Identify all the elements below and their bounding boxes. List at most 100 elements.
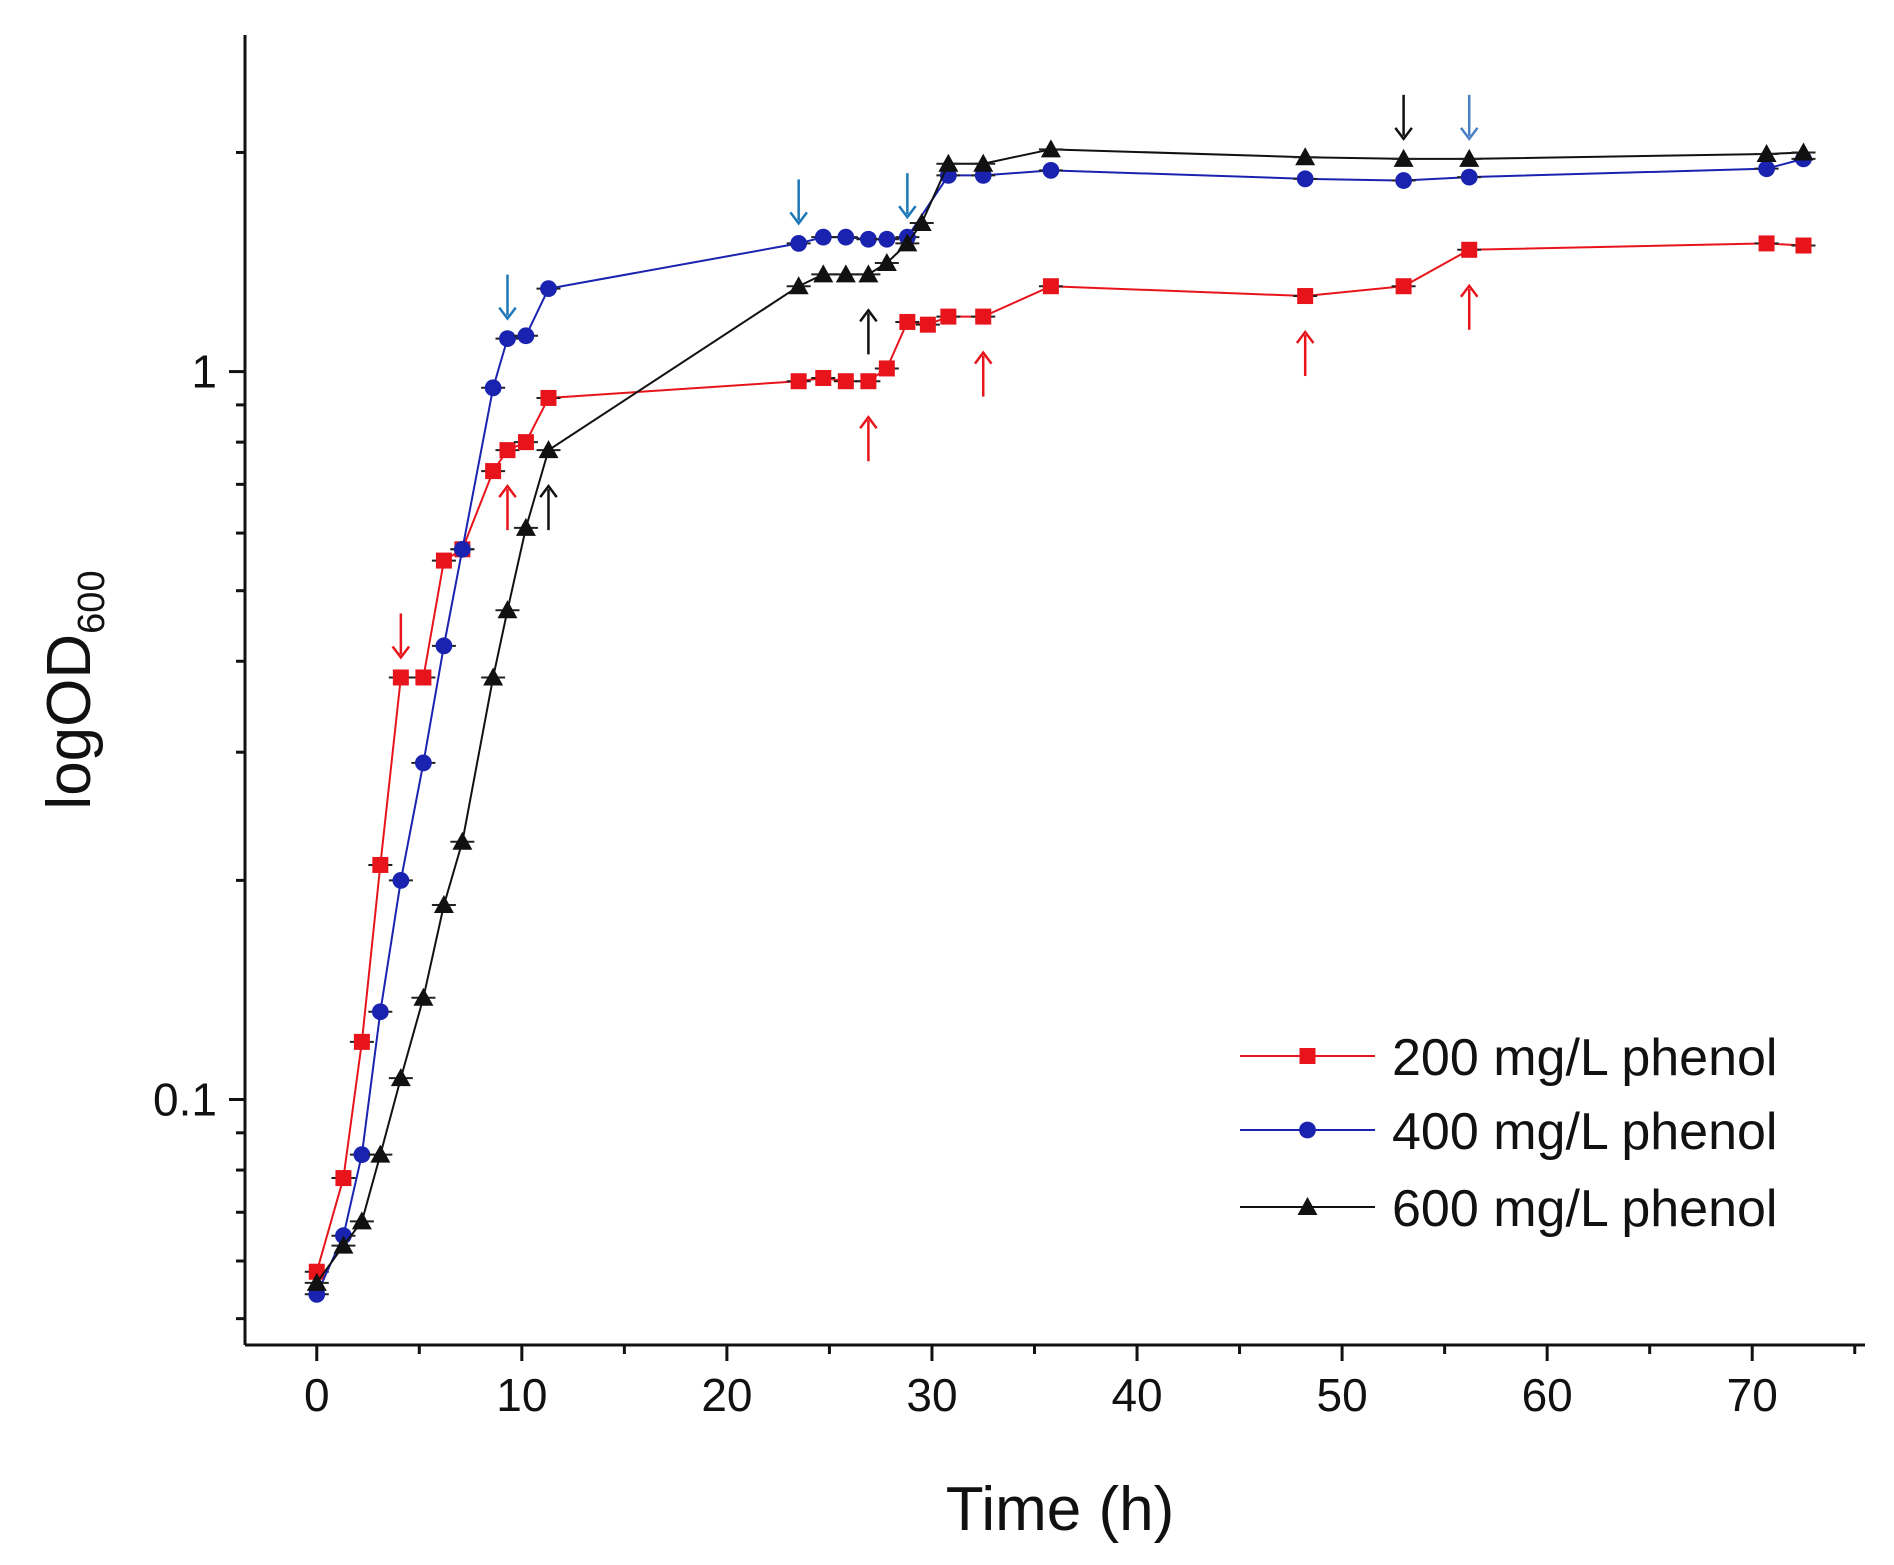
data-point: [335, 1170, 352, 1187]
arrow-up-annotation: [1459, 283, 1479, 330]
y-tick-label: 0.1: [153, 1074, 217, 1126]
data-point: [837, 228, 855, 246]
x-tick-label: 50: [1317, 1369, 1368, 1421]
arrow-down-annotation: [789, 179, 808, 226]
arrow-head: [789, 211, 808, 226]
data-point: [1795, 237, 1812, 254]
data-point: [1461, 241, 1478, 258]
data-point: [497, 600, 518, 619]
legend-label: 200 mg/L phenol: [1392, 1029, 1777, 1087]
data-point: [353, 1033, 370, 1050]
data-point: [1793, 142, 1814, 161]
x-tick-label: 0: [304, 1369, 330, 1421]
data-point: [306, 1272, 327, 1291]
data-point: [1460, 168, 1478, 186]
data-point: [392, 871, 410, 889]
data-point: [878, 360, 895, 377]
data-point: [485, 463, 502, 480]
data-point: [483, 667, 504, 686]
data-point: [435, 552, 452, 569]
series-line: [315, 157, 1804, 1295]
legend-marker: [1297, 1197, 1318, 1215]
y-axis-title-subscript: 600: [71, 570, 113, 633]
arrow-down-annotation: [898, 173, 917, 220]
data-point: [973, 153, 994, 172]
data-point: [484, 379, 502, 397]
data-point: [452, 831, 473, 850]
axes: 0 10 20 30 40 50 60 70 0.1 1 Time (h) logOD600: [35, 35, 1865, 1544]
data-point: [878, 230, 896, 248]
data-point: [433, 895, 454, 914]
data-point: [372, 856, 389, 873]
data-point: [515, 517, 536, 536]
arrow-head: [498, 484, 517, 498]
data-point: [1758, 235, 1775, 252]
series-square: [304, 235, 1816, 1280]
data-point: [911, 213, 932, 232]
x-tick-label: 10: [496, 1369, 547, 1421]
data-point: [790, 373, 807, 390]
data-point: [876, 252, 897, 271]
arrow-head: [539, 484, 558, 498]
data-point: [1040, 139, 1061, 158]
arrow-down-annotation: [391, 613, 411, 660]
data-point: [1042, 161, 1060, 179]
data-point: [790, 235, 808, 252]
x-tick-label: 70: [1727, 1369, 1778, 1421]
legend: 200 mg/L phenol 400 mg/L phenol 600 mg/L p…: [1240, 1029, 1777, 1238]
data-point: [1459, 148, 1480, 167]
data-point: [517, 327, 535, 345]
data-point: [975, 308, 992, 325]
data-point: [1297, 288, 1314, 305]
arrow-head: [1295, 329, 1315, 344]
data-point: [815, 369, 832, 386]
legend-entry: 400 mg/L phenol: [1240, 1103, 1777, 1161]
legend-marker: [1299, 1121, 1316, 1139]
data-point: [390, 1068, 411, 1087]
arrow-head: [1459, 283, 1479, 298]
data-point: [333, 1235, 354, 1254]
data-point: [415, 754, 432, 772]
arrow-up-annotation: [539, 484, 558, 531]
data-point: [919, 316, 936, 333]
arrow-down-annotation: [1459, 94, 1479, 141]
data-point: [370, 1144, 391, 1163]
x-tick-label: 30: [906, 1369, 957, 1421]
data-point: [353, 1146, 371, 1164]
legend-label: 600 mg/L phenol: [1392, 1180, 1777, 1238]
data-point: [938, 153, 959, 172]
x-axis-title: Time (h): [946, 1475, 1174, 1544]
data-point: [813, 264, 834, 283]
data-point: [1393, 148, 1414, 167]
legend-entry: 600 mg/L phenol: [1240, 1180, 1777, 1238]
x-tick-label: 20: [701, 1369, 752, 1421]
x-tick-label: 40: [1111, 1369, 1162, 1421]
data-point: [371, 1003, 389, 1021]
arrow-head: [859, 415, 878, 429]
data-point: [415, 669, 432, 686]
arrow-head: [898, 205, 917, 220]
data-point: [540, 389, 557, 406]
data-point: [435, 637, 453, 655]
data-point: [860, 373, 877, 390]
data-point: [1756, 144, 1777, 163]
x-tick-label: 60: [1522, 1369, 1573, 1421]
arrow-head: [498, 306, 517, 321]
y-tick-label: 1: [191, 346, 217, 398]
data-point: [897, 233, 918, 252]
data-point: [788, 276, 809, 295]
data-point: [837, 373, 854, 390]
data-point: [453, 540, 471, 558]
data-point: [413, 987, 434, 1006]
data-point: [1758, 160, 1775, 178]
arrow-up-annotation: [973, 350, 993, 397]
series-circle: [304, 150, 1816, 1303]
y-axis-title-main: logOD: [35, 634, 104, 810]
arrow-down-annotation: [1394, 94, 1413, 141]
data-point: [1395, 172, 1413, 189]
data-point: [499, 442, 516, 459]
arrow-head: [1394, 127, 1413, 141]
data-point: [540, 280, 557, 298]
data-point: [1395, 278, 1412, 295]
